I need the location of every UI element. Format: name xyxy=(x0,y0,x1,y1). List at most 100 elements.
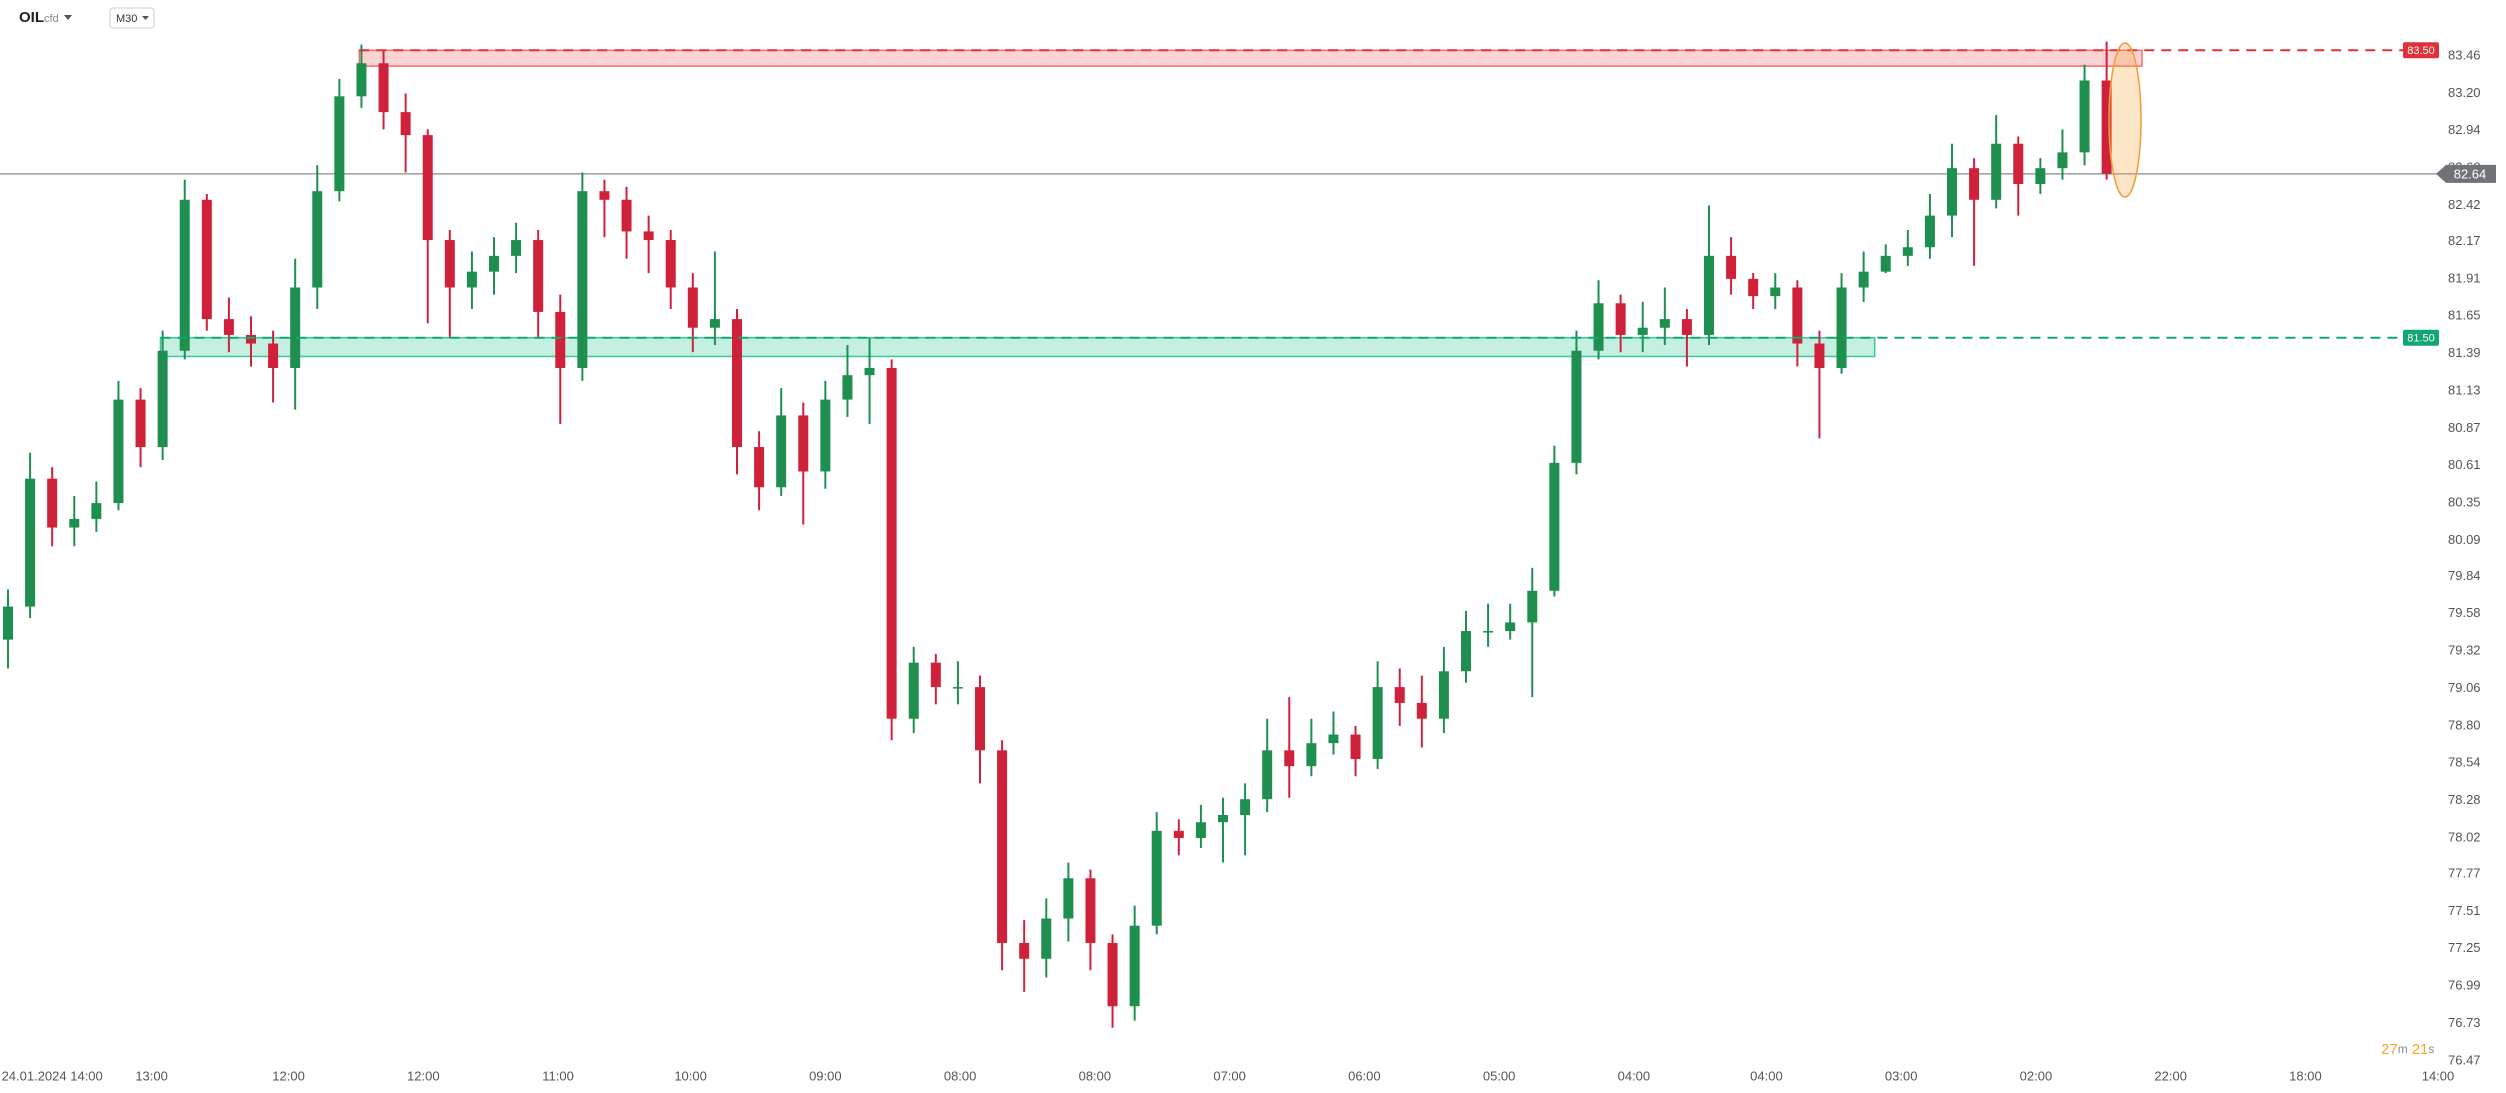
candle-body xyxy=(643,231,654,241)
candle-body xyxy=(533,240,544,312)
candle-body xyxy=(1019,942,1030,959)
candle-body xyxy=(1461,631,1471,672)
candle-body xyxy=(2079,80,2090,153)
candle-body xyxy=(709,319,720,328)
y-tick-label: 79.58 xyxy=(2448,605,2481,620)
candle-body xyxy=(1306,743,1317,767)
y-tick-label: 81.39 xyxy=(2448,345,2481,360)
candle-body xyxy=(1571,350,1582,463)
x-tick-label: 08:00 xyxy=(944,1068,977,1083)
candle-body xyxy=(290,287,301,368)
candle-body xyxy=(3,606,13,640)
candle-body xyxy=(1924,215,1935,248)
candle-body xyxy=(1483,631,1494,633)
countdown-s: s xyxy=(2428,1042,2434,1056)
candle-body xyxy=(908,662,919,719)
candle-body xyxy=(1416,702,1427,719)
candle-body xyxy=(1991,143,2002,200)
candle-body xyxy=(975,687,985,751)
candle-body xyxy=(754,447,765,488)
y-tick-label: 82.94 xyxy=(2448,122,2481,137)
interval-box[interactable] xyxy=(109,7,155,29)
candle-body xyxy=(1129,925,1140,1007)
candle-body xyxy=(334,96,345,192)
candle-body xyxy=(864,367,875,376)
candle-body xyxy=(1748,278,1759,297)
candle-body xyxy=(223,319,234,335)
x-tick-label: 02:00 xyxy=(2020,1068,2053,1083)
y-tick-label: 81.91 xyxy=(2448,270,2481,285)
y-tick-label: 79.32 xyxy=(2448,643,2481,658)
candle-body xyxy=(2013,143,2024,184)
candle-body xyxy=(179,199,190,351)
candle-body xyxy=(952,687,963,689)
candle-body xyxy=(1107,942,1118,1007)
candle-body xyxy=(886,367,897,719)
candle-body xyxy=(378,63,389,113)
candle-body xyxy=(1218,815,1228,823)
candle-body xyxy=(466,271,477,288)
candle-body xyxy=(1372,687,1383,759)
x-tick-label: 10:00 xyxy=(674,1068,707,1083)
candle-body xyxy=(1858,271,1869,288)
candle-body xyxy=(1328,734,1339,744)
candle-body xyxy=(665,240,676,288)
candle-body xyxy=(312,191,323,288)
y-tick-label: 80.09 xyxy=(2448,532,2481,547)
candle-body xyxy=(621,199,632,232)
candle-body xyxy=(1902,247,1913,256)
level-label: 83.50 xyxy=(2407,45,2435,57)
candle-body xyxy=(2035,168,2046,184)
interval[interactable]: M30 xyxy=(116,13,137,25)
candle-body xyxy=(1969,168,1980,200)
candle-body xyxy=(47,478,58,528)
y-tick-label: 77.77 xyxy=(2448,865,2481,880)
x-tick-label: 11:00 xyxy=(542,1068,574,1083)
candle-body xyxy=(1615,303,1626,335)
countdown-seconds: 21 xyxy=(2412,1041,2429,1058)
y-tick-label: 77.51 xyxy=(2448,903,2481,918)
candle-body xyxy=(1195,822,1206,839)
level-badge xyxy=(2403,329,2439,346)
highlight-ellipse xyxy=(2108,42,2142,198)
candle-body xyxy=(1947,168,1957,216)
candle-body xyxy=(2057,152,2068,169)
candle-body xyxy=(69,518,80,528)
countdown-minutes: 27 xyxy=(2381,1041,2398,1058)
candle-body xyxy=(1637,327,1648,335)
symbol[interactable]: OIL xyxy=(19,9,44,26)
x-tick-label: 18:00 xyxy=(2289,1068,2322,1083)
x-tick-label: 22:00 xyxy=(2154,1068,2187,1083)
candle-body xyxy=(1814,343,1825,368)
countdown-m: m xyxy=(2398,1042,2408,1056)
candle-body xyxy=(2101,80,2112,174)
candle-body xyxy=(555,311,566,368)
candle-body xyxy=(1726,255,1737,279)
x-tick-label: 24.01.2024 14:00 xyxy=(2,1068,103,1083)
plot: 83.4683.2082.9482.6882.4282.1781.9181.65… xyxy=(0,41,2496,1083)
y-tick-label: 78.02 xyxy=(2448,829,2481,844)
x-tick-label: 12:00 xyxy=(407,1068,440,1083)
candle-body xyxy=(820,399,831,472)
y-tick-label: 82.42 xyxy=(2448,197,2481,212)
candle-body xyxy=(1041,918,1052,959)
interval-dropdown[interactable] xyxy=(142,16,149,20)
x-tick-label: 07:00 xyxy=(1213,1068,1246,1083)
candle-body xyxy=(1284,750,1295,767)
x-tick-label: 06:00 xyxy=(1348,1068,1381,1083)
candle-body xyxy=(1681,319,1692,335)
candle-body xyxy=(1063,878,1074,919)
candle-body xyxy=(489,255,499,272)
candle-body xyxy=(1151,830,1162,926)
candle-body xyxy=(25,478,36,607)
symbol-dropdown[interactable] xyxy=(64,15,72,20)
candle-body xyxy=(511,240,522,256)
last-price-label: 82.64 xyxy=(2454,166,2487,181)
y-tick-label: 81.13 xyxy=(2448,382,2481,397)
y-tick-label: 80.61 xyxy=(2448,457,2481,472)
x-tick-label: 08:00 xyxy=(1079,1068,1112,1083)
y-tick-label: 79.06 xyxy=(2448,680,2481,695)
candle-body xyxy=(1880,255,1891,272)
candle-body xyxy=(135,399,146,448)
